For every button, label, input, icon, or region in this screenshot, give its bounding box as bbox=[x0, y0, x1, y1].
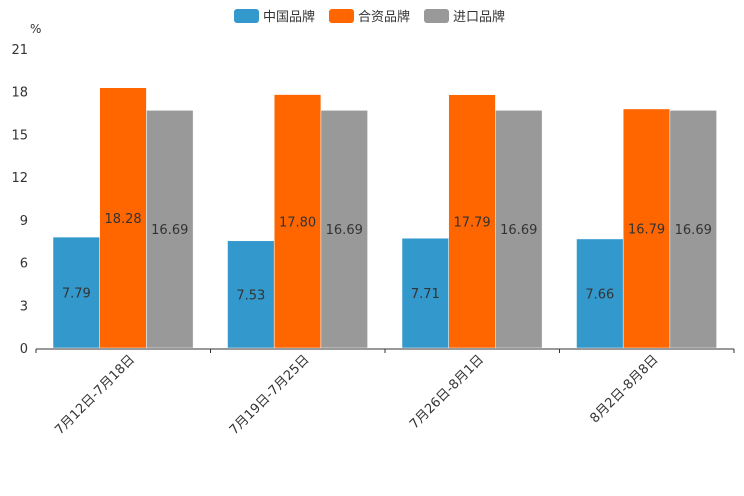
x-tick-label: 7月19日-7月25日 bbox=[227, 352, 313, 438]
bar bbox=[495, 110, 543, 349]
data-label: 16.69 bbox=[326, 223, 363, 238]
data-label: 7.66 bbox=[585, 287, 614, 302]
x-tick-label: 7月26日-8月1日 bbox=[407, 352, 487, 432]
data-label: 7.79 bbox=[62, 287, 91, 302]
data-label: 7.53 bbox=[236, 288, 265, 303]
data-label: 17.80 bbox=[279, 215, 316, 230]
y-tick-label: 3 bbox=[20, 299, 28, 314]
bar bbox=[99, 87, 147, 349]
data-label: 18.28 bbox=[104, 212, 141, 227]
legend-swatch bbox=[424, 9, 449, 23]
data-label: 16.69 bbox=[675, 223, 712, 238]
y-tick-label: 6 bbox=[20, 257, 28, 272]
x-tick-label: 7月12日-7月18日 bbox=[52, 352, 138, 438]
y-tick-label: 18 bbox=[11, 86, 28, 101]
data-label: 17.79 bbox=[453, 215, 490, 230]
bar bbox=[448, 94, 496, 349]
legend-label: 进口品牌 bbox=[453, 9, 505, 25]
bar bbox=[401, 237, 449, 349]
legend-swatch bbox=[234, 9, 259, 23]
bar bbox=[669, 110, 717, 349]
data-label: 16.79 bbox=[628, 222, 665, 237]
y-tick-label: 21 bbox=[11, 43, 28, 58]
y-tick-label: 0 bbox=[20, 342, 28, 357]
bar bbox=[146, 110, 194, 349]
legend-swatch bbox=[329, 9, 354, 23]
legend-label: 合资品牌 bbox=[358, 9, 410, 25]
bar bbox=[273, 94, 322, 349]
y-tick-label: 9 bbox=[20, 214, 28, 229]
data-label: 16.69 bbox=[151, 223, 188, 238]
data-label: 16.69 bbox=[500, 223, 537, 238]
data-label: 7.71 bbox=[411, 287, 440, 302]
bar bbox=[320, 110, 368, 349]
x-tick-label: 8月2日-8月8日 bbox=[587, 352, 661, 426]
y-tick-label: 15 bbox=[11, 128, 28, 143]
legend-label: 中国品牌 bbox=[263, 9, 315, 25]
y-tick-label: 12 bbox=[11, 171, 28, 186]
y-axis-unit: % bbox=[30, 22, 41, 36]
bar bbox=[576, 238, 624, 349]
bar bbox=[52, 236, 100, 349]
bar bbox=[227, 240, 275, 349]
